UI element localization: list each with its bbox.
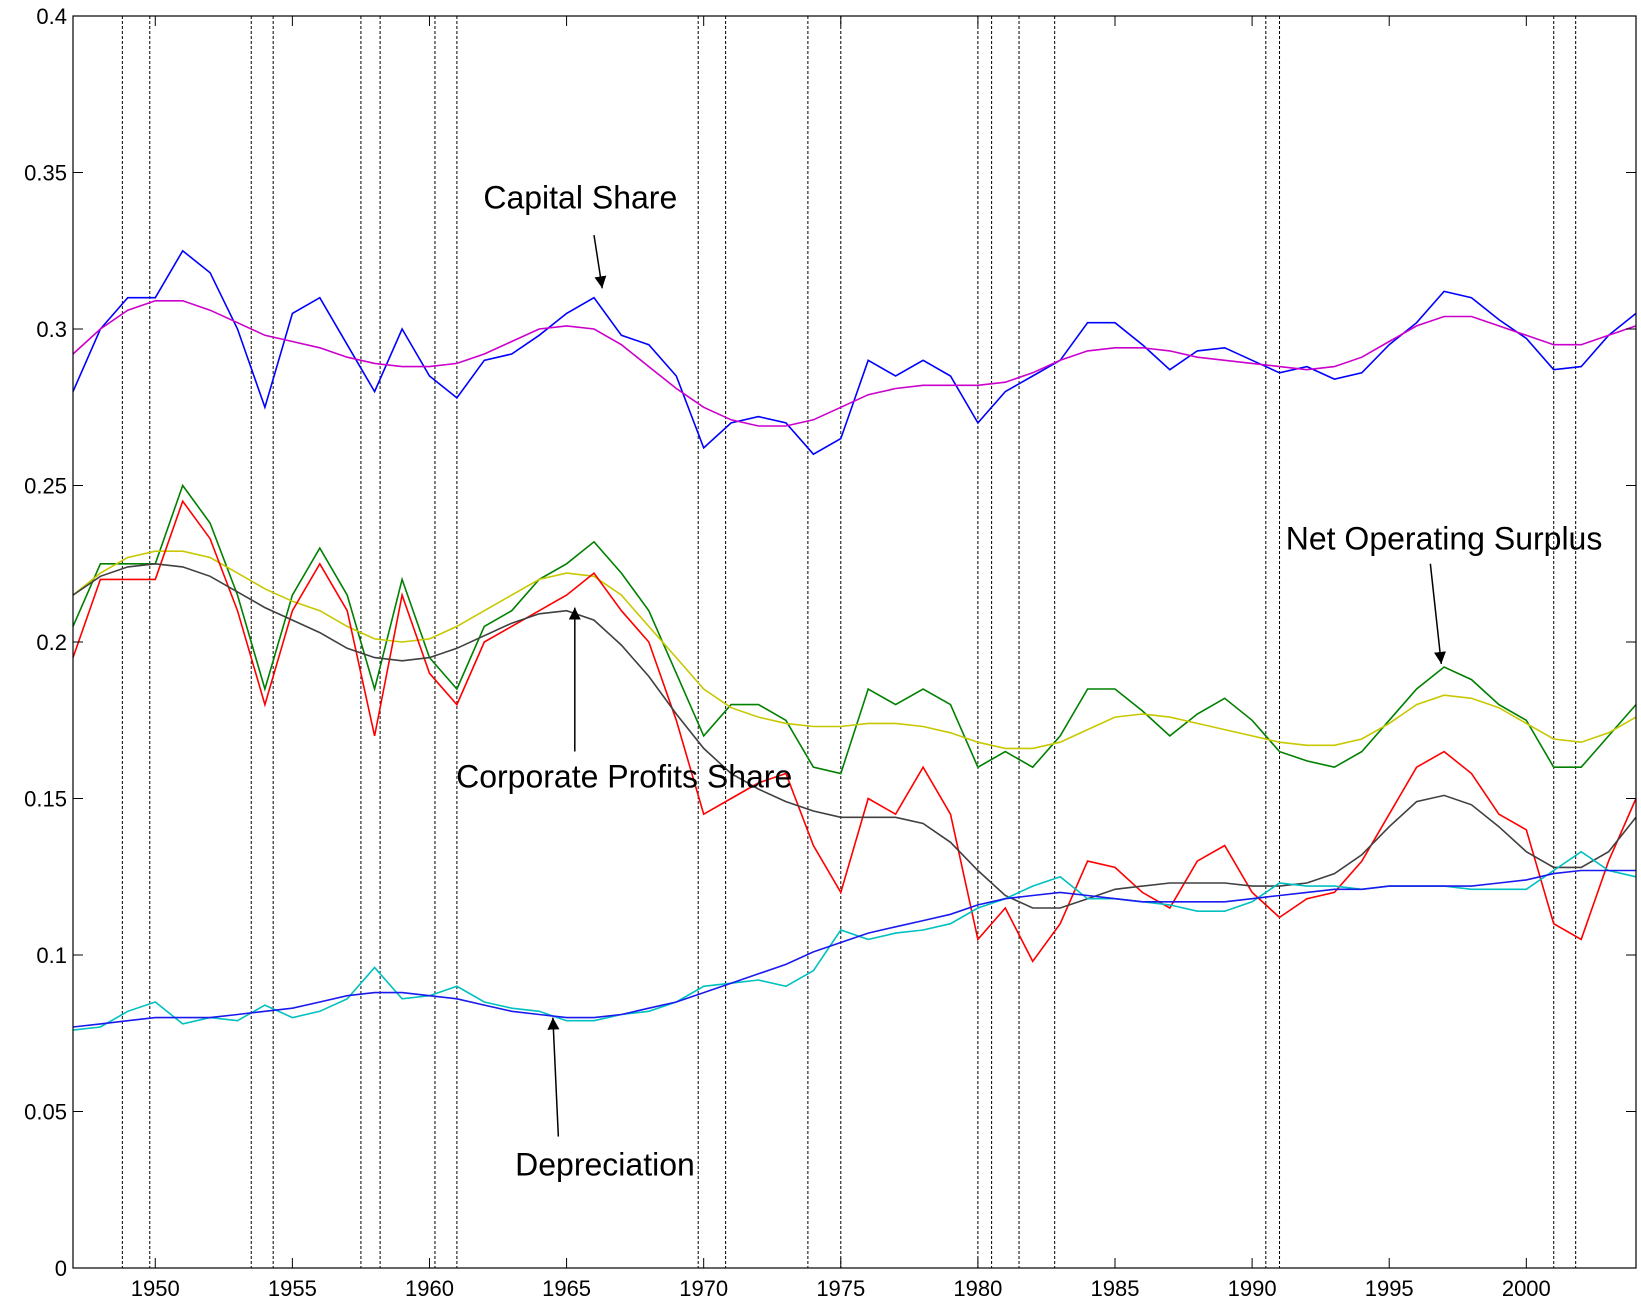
x-tick-label: 1965 [542,1276,591,1301]
x-tick-label: 1970 [679,1276,728,1301]
annotation: Capital Share [483,180,677,216]
y-tick-label: 0.05 [24,1100,67,1125]
y-tick-label: 0 [55,1256,67,1281]
annotation: Corporate Profits Share [456,759,792,795]
annotation-arrow [547,1017,560,1137]
series-line [72,562,1637,909]
x-tick-label: 1985 [1091,1276,1140,1301]
series-line [72,869,1636,1028]
series-line [72,249,1637,456]
plot-frame [72,15,1637,1269]
x-tick-label: 1975 [816,1276,865,1301]
annotation: Depreciation [515,1147,695,1183]
y-tick-label: 0.15 [24,787,67,812]
annotation-arrow [593,234,607,289]
y-tick-label: 0.3 [36,317,67,342]
y-tick-label: 0.1 [36,943,67,968]
x-tick-label: 1980 [953,1276,1002,1301]
y-tick-label: 0.2 [36,630,67,655]
x-tick-label: 1960 [405,1276,454,1301]
series-line [72,850,1637,1031]
y-tick-label: 0.4 [36,4,67,29]
series-line [72,550,1637,750]
x-tick-label: 1950 [131,1276,180,1301]
series-line [72,300,1637,427]
x-tick-label: 1955 [268,1276,317,1301]
annotation: Net Operating Surplus [1286,521,1603,557]
series-line [72,499,1637,963]
y-tick-label: 0.35 [24,161,67,186]
series-line [72,483,1637,775]
y-tick-label: 0.25 [24,474,67,499]
x-tick-label: 1990 [1228,1276,1277,1301]
x-tick-label: 2000 [1502,1276,1551,1301]
x-tick-label: 1995 [1365,1276,1414,1301]
annotation-arrow [1429,563,1446,664]
